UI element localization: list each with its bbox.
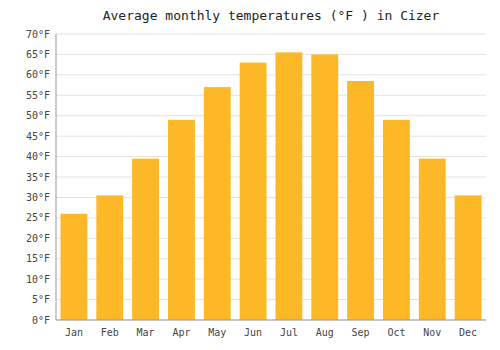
bar [275, 52, 302, 320]
y-axis: 0°F 5°F 10°F 15°F 20°F 25°F 30°F 35°F 40°F 45°F 50… [26, 29, 50, 326]
y-tick-label: 50°F [26, 110, 50, 121]
bar [347, 81, 374, 320]
x-tick-label: Jul [280, 327, 298, 338]
x-tick-label: Feb [101, 327, 119, 338]
x-tick-label: Nov [423, 327, 441, 338]
x-tick-label: Jun [244, 327, 262, 338]
y-tick-label: 65°F [26, 49, 50, 60]
grid-line [56, 34, 486, 35]
y-tick-label: 30°F [26, 192, 50, 203]
bar [96, 195, 123, 320]
grid-line [56, 115, 486, 116]
chart-title: Average monthly temperatures (°F ) in Ci… [103, 8, 440, 23]
bar [419, 159, 446, 320]
x-tick-label: May [208, 327, 226, 338]
y-tick-label: 0°F [32, 315, 50, 326]
x-tick-label: Sep [352, 327, 370, 338]
y-tick-label: 15°F [26, 253, 50, 264]
bar [383, 120, 410, 320]
y-tick-label: 40°F [26, 151, 50, 162]
x-tick-label: Aug [316, 327, 334, 338]
bar [204, 87, 231, 320]
grid-line [56, 320, 486, 321]
chart-container: Average monthly temperatures (°F ) in Ci… [0, 0, 500, 350]
bar [311, 54, 338, 320]
x-axis-line [56, 320, 486, 321]
bar [455, 195, 482, 320]
x-tick-label: Dec [459, 327, 477, 338]
y-tick-label: 60°F [26, 69, 50, 80]
bar [168, 120, 195, 320]
y-tick-label: 45°F [26, 131, 50, 142]
grid-line [56, 54, 486, 55]
bar [240, 63, 267, 320]
y-tick-label: 5°F [32, 294, 50, 305]
x-tick-label: Mar [137, 327, 155, 338]
grid-line [56, 136, 486, 137]
grid-line [56, 95, 486, 96]
y-axis-line [56, 34, 57, 320]
grid-line [56, 156, 486, 157]
bars [60, 52, 481, 320]
y-tick-label: 55°F [26, 90, 50, 101]
x-tick-label: Jan [65, 327, 83, 338]
y-tick-label: 25°F [26, 212, 50, 223]
bar [60, 214, 87, 320]
y-tick-label: 20°F [26, 233, 50, 244]
grid [56, 34, 486, 320]
grid-line [56, 74, 486, 75]
bar [132, 159, 159, 320]
x-axis: Jan Feb Mar Apr May Jun Jul Aug Sep Oct Nov Dec [56, 34, 486, 338]
chart-svg: Average monthly temperatures (°F ) in Ci… [0, 0, 500, 350]
y-tick-label: 70°F [26, 29, 50, 40]
x-tick-label: Apr [172, 327, 190, 338]
x-tick-label: Oct [387, 327, 405, 338]
y-tick-label: 10°F [26, 274, 50, 285]
y-tick-label: 35°F [26, 172, 50, 183]
